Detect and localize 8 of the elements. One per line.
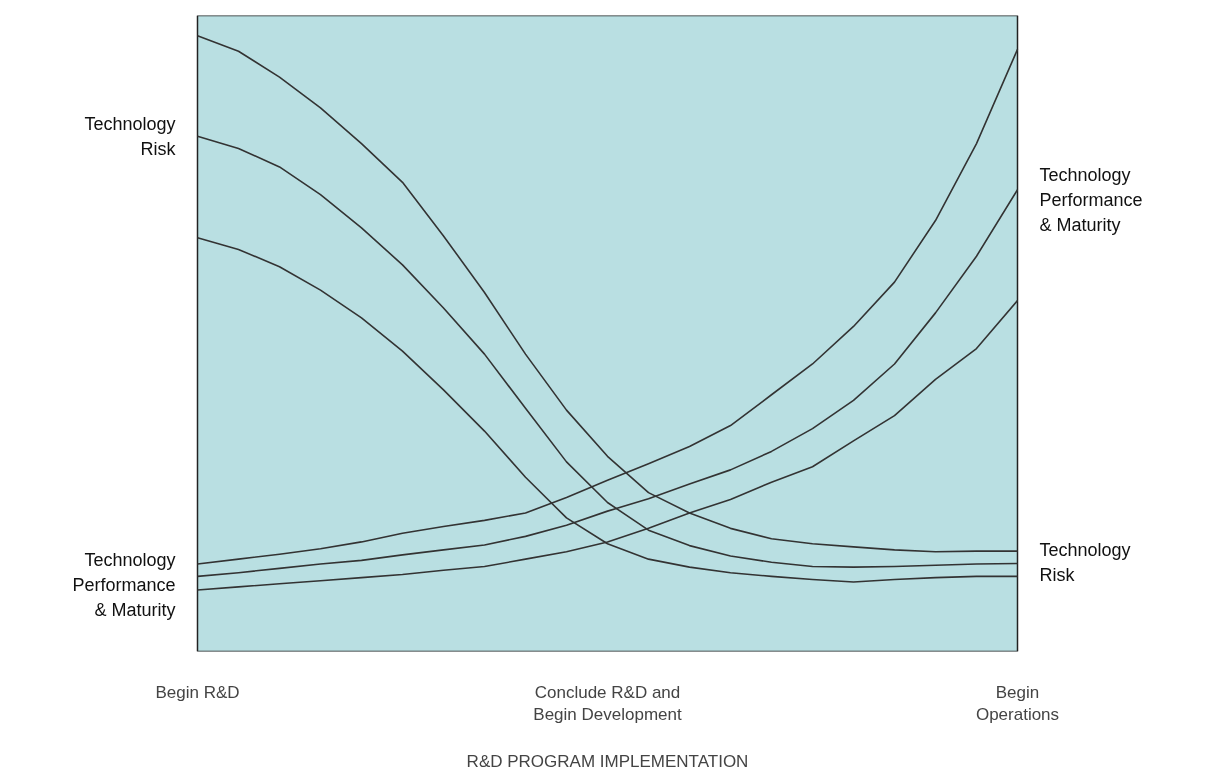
annotation: Technology Risk xyxy=(1039,539,1131,585)
annotation: Technology Performance & Maturity xyxy=(1039,165,1143,236)
annotation: Technology Performance & Maturity xyxy=(72,550,176,621)
x-tick-label: Conclude R&D and Begin Development xyxy=(533,682,682,725)
annotation: Technology Risk xyxy=(84,113,177,159)
x-tick-label: Begin R&D xyxy=(155,682,240,702)
x-tick-label: Begin Operations xyxy=(975,682,1060,725)
x-axis-title: R&D PROGRAM IMPLEMENTATION xyxy=(466,752,749,772)
